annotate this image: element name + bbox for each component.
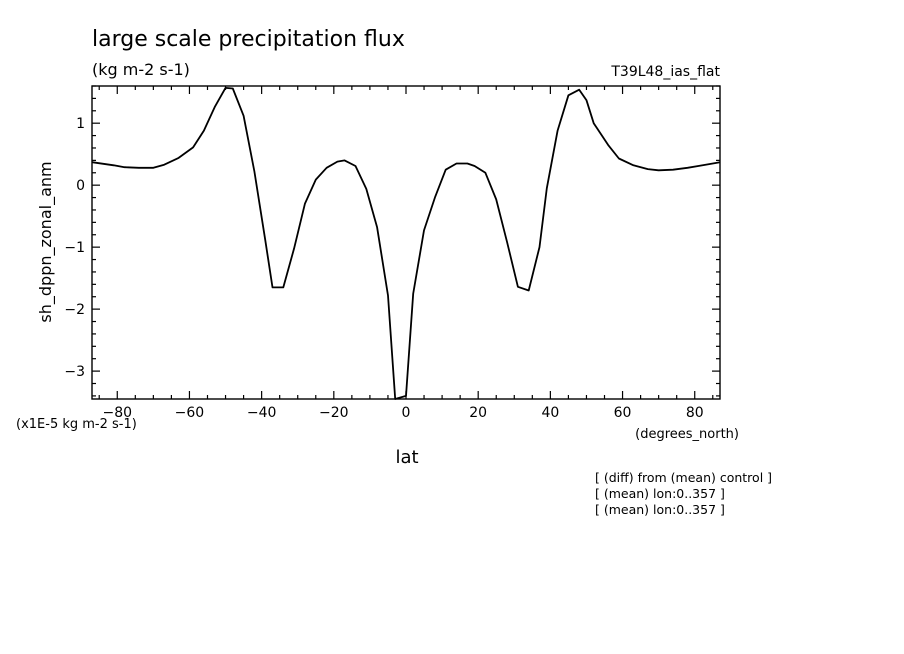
note-line-3: [ (mean) lon:0..357 ] [595, 502, 725, 517]
x-tick-label: 0 [402, 405, 411, 421]
x-tick-label: −40 [247, 405, 277, 421]
note-line-2: [ (mean) lon:0..357 ] [595, 486, 725, 501]
x-tick-label: −80 [102, 405, 132, 421]
x-tick-label: 40 [541, 405, 559, 421]
x-units-label: (degrees_north) [635, 427, 739, 442]
y-axis-label: sh_dppn_zonal_anm [36, 161, 56, 322]
chart-units: (kg m-2 s-1) [92, 60, 190, 79]
y-tick-label: 1 [76, 116, 85, 132]
chart-title: large scale precipitation flux [92, 27, 405, 52]
note-line-1: [ (diff) from (mean) control ] [595, 470, 772, 485]
y-tick-label: 0 [76, 178, 85, 194]
x-tick-label: −20 [319, 405, 349, 421]
scale-note: (x1E-5 kg m-2 s-1) [16, 417, 137, 432]
y-tick-labels: −3 −2 −1 0 1 [64, 116, 85, 380]
x-tick-labels: −80 −60 −40 −20 0 20 40 60 80 [102, 405, 703, 421]
x-tick-label: 80 [686, 405, 704, 421]
x-axis-label: lat [395, 447, 418, 468]
tick-marks [92, 85, 720, 399]
x-tick-label: −60 [175, 405, 205, 421]
x-tick-label: 60 [614, 405, 632, 421]
plot-frame [91, 85, 721, 400]
y-tick-label: −3 [64, 364, 85, 380]
x-tick-label: 20 [469, 405, 487, 421]
y-tick-label: −2 [64, 302, 85, 318]
series-line [91, 87, 721, 400]
y-tick-label: −1 [64, 240, 85, 256]
experiment-label: T39L48_ias_flat [610, 64, 720, 80]
